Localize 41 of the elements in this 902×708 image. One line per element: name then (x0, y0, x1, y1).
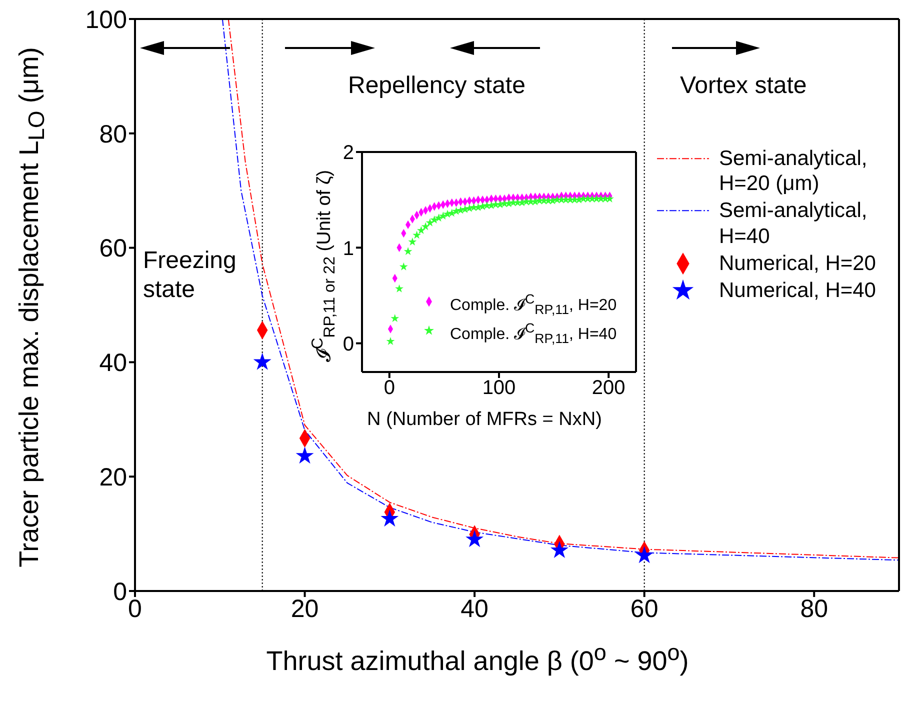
point (296, 446, 314, 464)
x-tick-label: 80 (800, 594, 828, 623)
y-tick-label: 80 (99, 120, 127, 148)
x-tick-label: 100 (482, 377, 516, 400)
legend-label: Semi-analytical, H=20 (μm) (719, 147, 868, 196)
point (550, 540, 568, 558)
point (404, 247, 412, 256)
x-axis-title: Thrust azimuthal angle β (0$^{o}$ ~ 90$^{o}$) (266, 640, 689, 676)
point (380, 509, 399, 527)
point (399, 262, 408, 270)
y-tick-label: 1 (342, 238, 354, 260)
x-tick-label: 200 (592, 377, 626, 400)
point (412, 230, 422, 239)
point (395, 284, 404, 292)
legend-label: Comple. 𝓘$^{C}$$_{RP,11}$, H=20 (450, 292, 617, 318)
legend-label: Semi-analytical, H=40 (719, 199, 868, 248)
y-tick-label: 2 (342, 142, 354, 164)
point (408, 237, 417, 246)
point (421, 222, 430, 230)
legend-label: Comple. 𝓘$^{C}$$_{RP,11}$, H=40 (450, 320, 617, 346)
legend-label: Numerical, H=40 (719, 278, 876, 302)
legend-label: Numerical, H=20 (719, 252, 876, 275)
point (253, 352, 272, 370)
point (635, 546, 654, 564)
y-tick-label: 60 (99, 234, 127, 263)
annotation: Freezing state (143, 247, 236, 303)
point (416, 226, 426, 234)
annotation: Vortex state (680, 72, 807, 99)
x-axis-title: N (Number of MFRs = NxN) (367, 409, 602, 430)
point (390, 314, 400, 322)
y-tick-label: 0 (342, 333, 354, 356)
y-tick-label: 20 (99, 463, 127, 492)
point (386, 336, 395, 345)
x-tick-label: 60 (630, 594, 658, 623)
x-tick-label: 20 (290, 594, 319, 623)
y-tick-label: 40 (99, 349, 127, 378)
x-tick-label: 40 (460, 594, 488, 623)
point (466, 530, 484, 548)
x-tick-label: 0 (384, 377, 395, 400)
y-tick-label: 100 (85, 6, 127, 34)
annotation: Repellency state (348, 72, 526, 99)
